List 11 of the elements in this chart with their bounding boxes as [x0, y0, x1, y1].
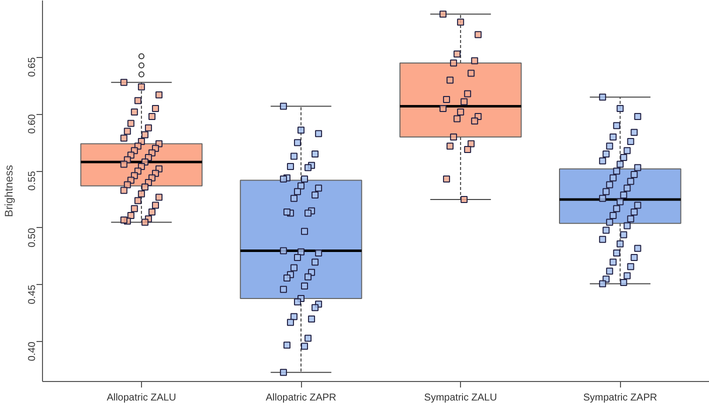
- y-axis-title: Brightness: [4, 164, 16, 217]
- x-tick-label: Sympatric ZAPR: [583, 392, 658, 404]
- y-tick-label: 0.60: [27, 114, 38, 134]
- x-tick-label: Allopatric ZALU: [106, 392, 176, 404]
- y-tick-label: 0.40: [27, 341, 38, 362]
- x-tick-label: Sympatric ZALU: [424, 392, 497, 404]
- y-tick-label: 0.45: [27, 284, 38, 304]
- y-tick-label: 0.50: [27, 228, 38, 248]
- x-tick-label: Allopatric ZAPR: [266, 392, 336, 404]
- y-tick-label: 0.65: [27, 56, 38, 77]
- y-tick-label: 0.55: [27, 170, 38, 191]
